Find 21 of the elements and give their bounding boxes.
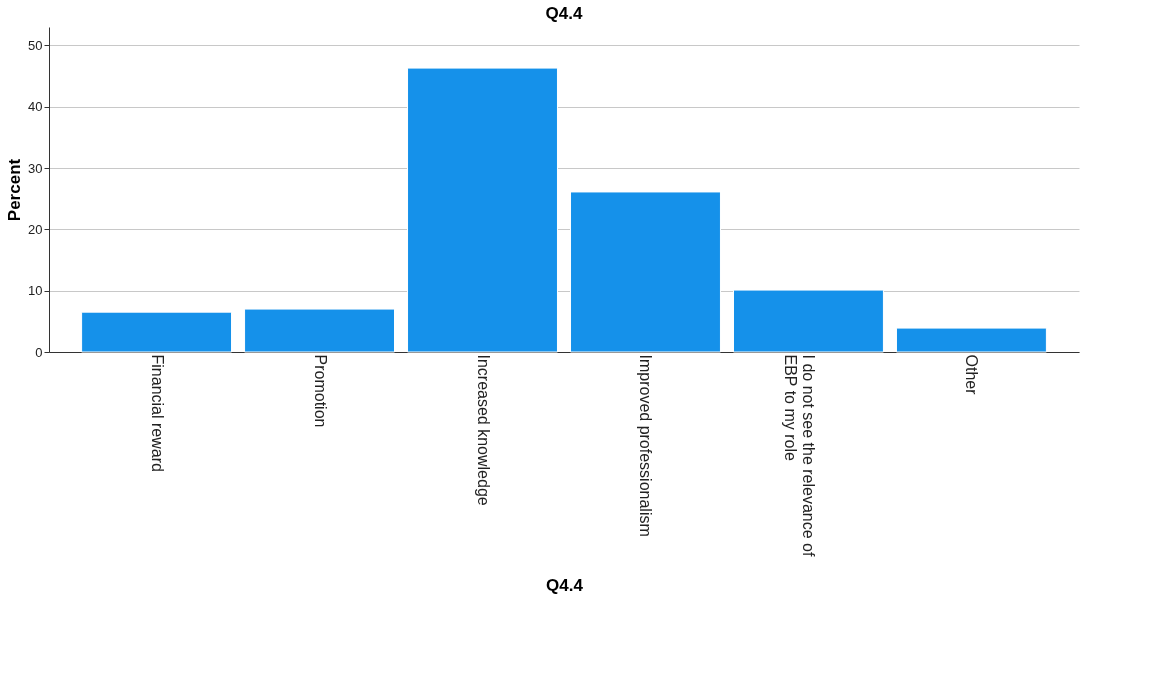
y-tick-label: 40 (28, 99, 43, 115)
chart-title: Q4.4 (545, 4, 583, 23)
bar (244, 308, 396, 353)
bar (81, 311, 233, 353)
x-tick-label: Other (963, 354, 981, 396)
y-tick-label: 50 (28, 37, 43, 53)
x-axis-title: Q4.4 (546, 575, 584, 595)
bar (570, 191, 721, 353)
y-axis-title: Percent (5, 158, 25, 222)
y-tick-label: 20 (28, 221, 43, 237)
y-tick-label: 0 (35, 344, 43, 360)
x-tick-label: I do not see the relevance of EBP to my role (782, 354, 818, 557)
x-tick-label: Increased knowledge (474, 354, 492, 506)
x-tick-label: Promotion (311, 354, 329, 428)
bar (732, 289, 884, 353)
x-tick-label: Improved professionalism (637, 354, 655, 537)
x-tick-label: Financial reward (148, 354, 166, 472)
bar (407, 67, 558, 353)
bar (895, 327, 1047, 353)
y-tick-label: 10 (28, 283, 43, 299)
y-tick-label: 30 (28, 160, 43, 176)
